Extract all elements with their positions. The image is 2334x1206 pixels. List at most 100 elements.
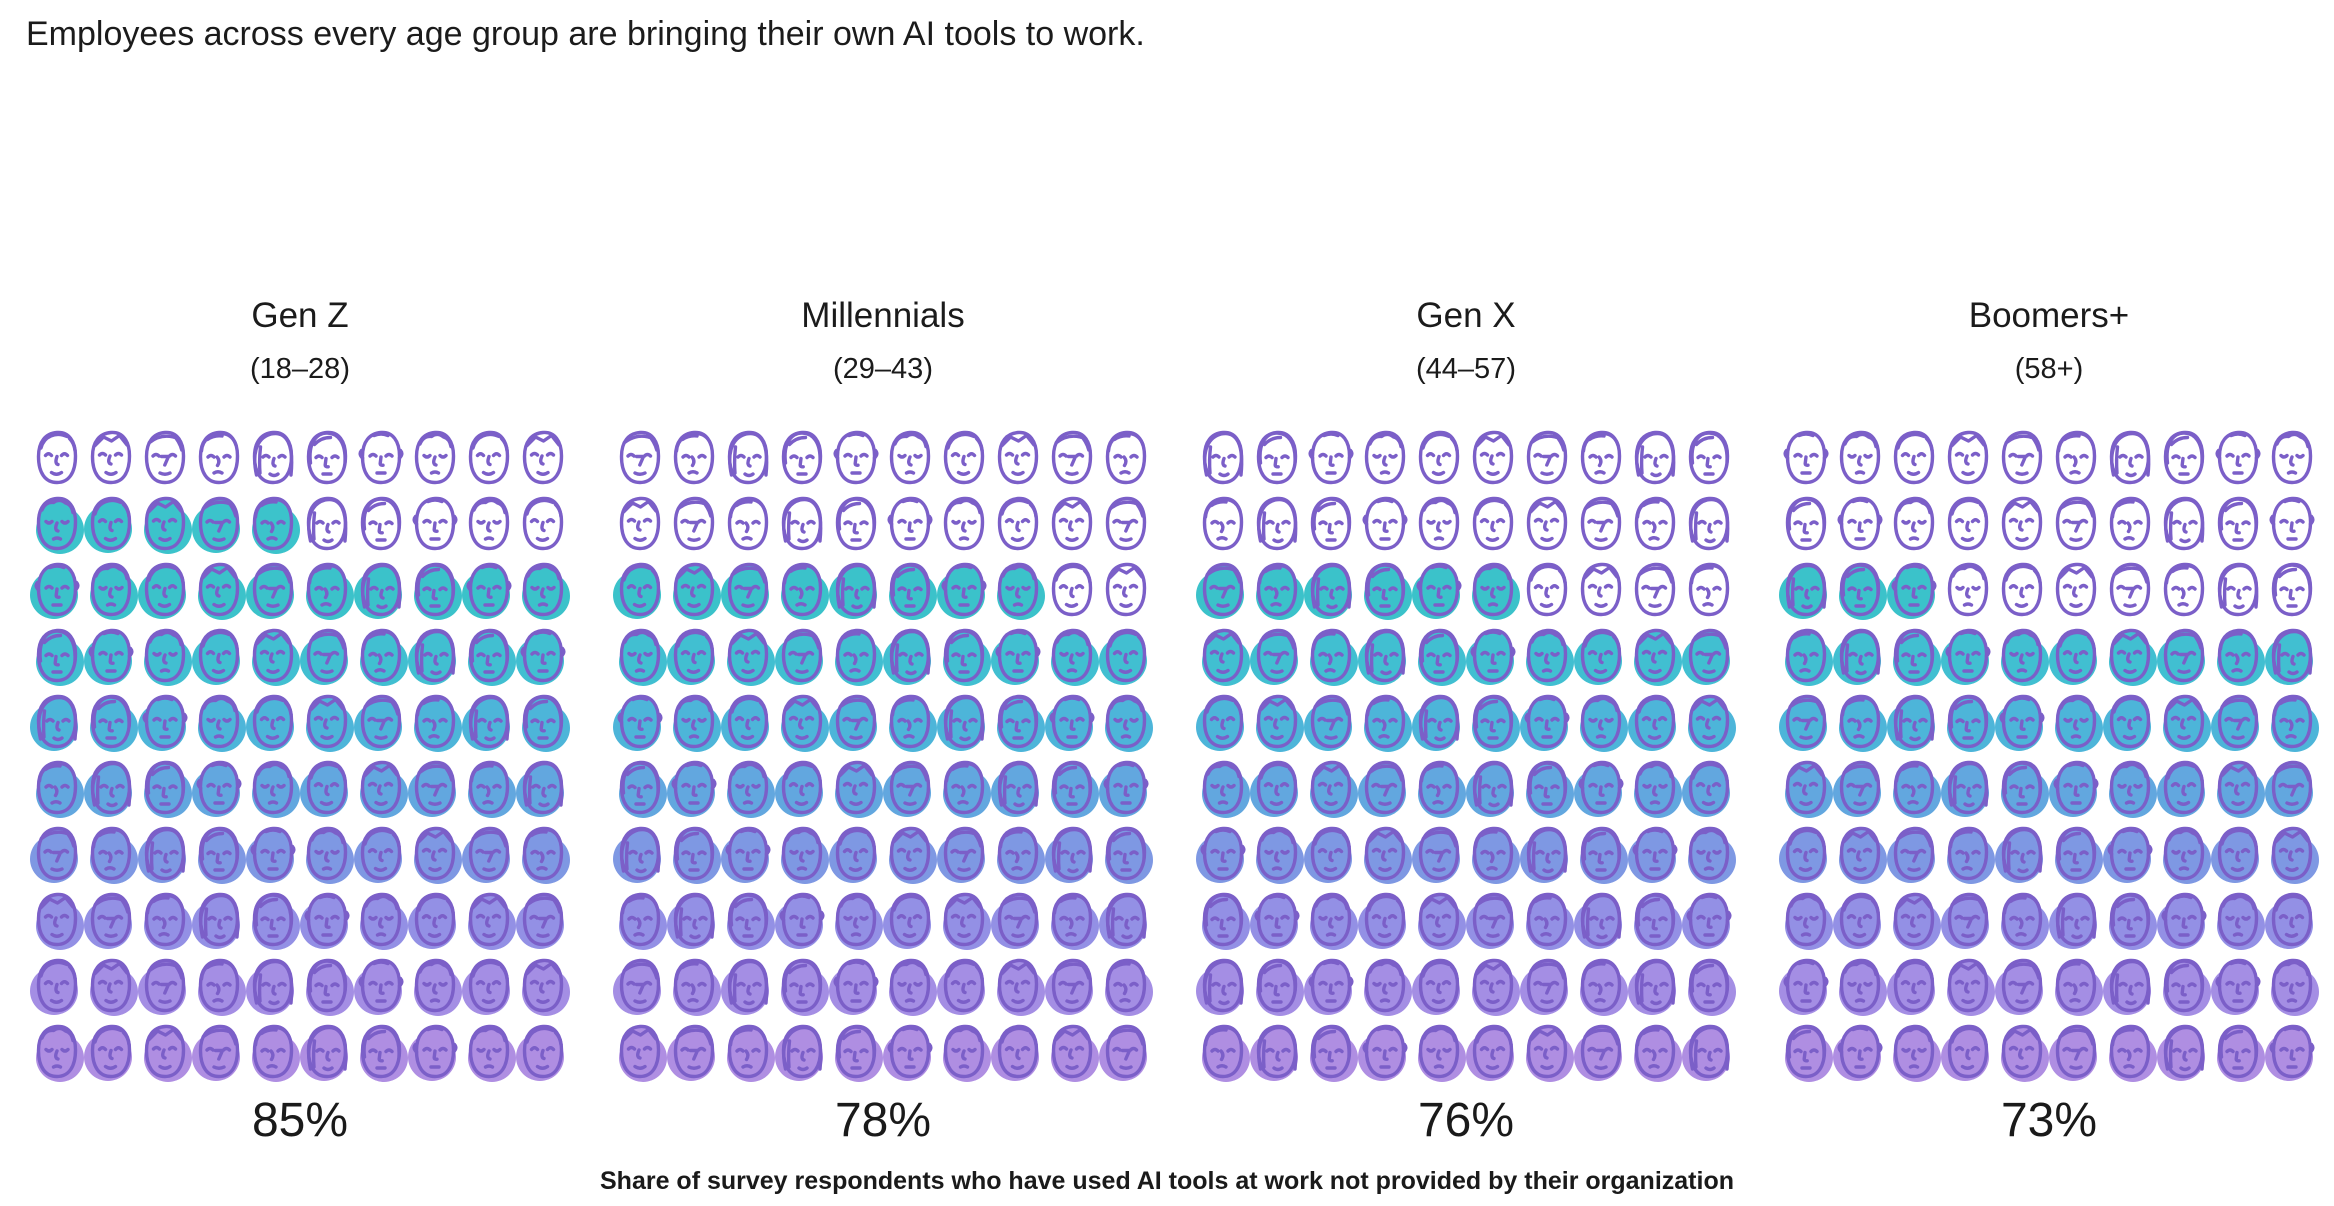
doodle-face-icon: [462, 687, 516, 753]
doodle-face-icon: [883, 423, 937, 489]
doodle-face-icon: [1045, 687, 1099, 753]
doodle-face-icon: [1574, 951, 1628, 1017]
doodle-face-icon: [1682, 687, 1736, 753]
doodle-face-icon: [2103, 753, 2157, 819]
group-column-gen-z: Gen Z (18–28) 85%: [30, 295, 570, 1148]
doodle-face-icon: [138, 621, 192, 687]
doodle-face-icon: [1995, 489, 2049, 555]
doodle-face-icon: [1520, 489, 1574, 555]
doodle-face-icon: [1045, 621, 1099, 687]
doodle-face-icon: [192, 1017, 246, 1083]
doodle-face-icon: [1682, 819, 1736, 885]
doodle-face-icon: [354, 687, 408, 753]
doodle-face-icon: [1358, 885, 1412, 951]
doodle-face-icon: [2157, 885, 2211, 951]
doodle-face-icon: [2211, 885, 2265, 951]
doodle-face-icon: [829, 687, 883, 753]
doodle-face-icon: [1682, 1017, 1736, 1083]
doodle-face-icon: [84, 621, 138, 687]
doodle-face-icon: [1833, 885, 1887, 951]
doodle-face-icon: [2103, 489, 2157, 555]
doodle-face-icon: [2157, 423, 2211, 489]
doodle-face-icon: [516, 687, 570, 753]
doodle-face-icon: [354, 621, 408, 687]
doodle-face-icon: [192, 687, 246, 753]
doodle-face-icon: [462, 423, 516, 489]
doodle-face-icon: [1941, 1017, 1995, 1083]
doodle-face-icon: [667, 621, 721, 687]
doodle-face-icon: [462, 1017, 516, 1083]
doodle-face-icon: [667, 885, 721, 951]
doodle-face-icon: [1833, 951, 1887, 1017]
doodle-face-icon: [1099, 423, 1153, 489]
doodle-face-icon: [408, 1017, 462, 1083]
doodle-face-icon: [1412, 1017, 1466, 1083]
doodle-face-icon: [2049, 885, 2103, 951]
doodle-face-icon: [354, 885, 408, 951]
doodle-face-icon: [775, 1017, 829, 1083]
doodle-face-icon: [775, 489, 829, 555]
doodle-face-icon: [2211, 687, 2265, 753]
doodle-face-icon: [2157, 489, 2211, 555]
doodle-face-icon: [1304, 753, 1358, 819]
doodle-face-icon: [138, 489, 192, 555]
group-title: Millennials: [801, 295, 965, 335]
doodle-face-icon: [1520, 1017, 1574, 1083]
doodle-face-icon: [192, 885, 246, 951]
group-age-range: (58+): [2014, 352, 2084, 385]
chart-caption: Share of survey respondents who have use…: [600, 1167, 1734, 1196]
pictograph-grid-gen-z: [30, 423, 570, 1083]
doodle-face-icon: [246, 753, 300, 819]
doodle-face-icon: [1779, 1017, 1833, 1083]
doodle-face-icon: [1682, 489, 1736, 555]
doodle-face-icon: [937, 885, 991, 951]
doodle-face-icon: [1995, 621, 2049, 687]
doodle-face-icon: [1412, 687, 1466, 753]
doodle-face-icon: [1304, 489, 1358, 555]
doodle-face-icon: [2049, 489, 2103, 555]
doodle-face-icon: [1887, 555, 1941, 621]
doodle-face-icon: [613, 687, 667, 753]
doodle-face-icon: [1304, 687, 1358, 753]
doodle-face-icon: [1887, 687, 1941, 753]
doodle-face-icon: [1628, 1017, 1682, 1083]
doodle-face-icon: [1941, 885, 1995, 951]
doodle-face-icon: [2211, 1017, 2265, 1083]
doodle-face-icon: [1412, 885, 1466, 951]
group-percentage: 78%: [834, 1094, 932, 1148]
doodle-face-icon: [138, 753, 192, 819]
doodle-face-icon: [84, 1017, 138, 1083]
doodle-face-icon: [84, 687, 138, 753]
doodle-face-icon: [408, 819, 462, 885]
doodle-face-icon: [1995, 951, 2049, 1017]
group-age-range: (44–57): [1416, 352, 1516, 385]
doodle-face-icon: [354, 753, 408, 819]
doodle-face-icon: [354, 951, 408, 1017]
doodle-face-icon: [937, 423, 991, 489]
doodle-face-icon: [829, 753, 883, 819]
doodle-face-icon: [1466, 885, 1520, 951]
doodle-face-icon: [462, 951, 516, 1017]
doodle-face-icon: [408, 555, 462, 621]
doodle-face-icon: [192, 753, 246, 819]
doodle-face-icon: [30, 423, 84, 489]
doodle-face-icon: [1196, 489, 1250, 555]
pictograph-grid-gen-x: [1196, 423, 1736, 1083]
doodle-face-icon: [300, 885, 354, 951]
doodle-face-icon: [991, 489, 1045, 555]
doodle-face-icon: [1779, 753, 1833, 819]
doodle-face-icon: [991, 819, 1045, 885]
group-column-boomers: Boomers+ (58+) 73%: [1779, 295, 2319, 1148]
doodle-face-icon: [84, 819, 138, 885]
doodle-face-icon: [829, 1017, 883, 1083]
doodle-face-icon: [883, 1017, 937, 1083]
doodle-face-icon: [2157, 687, 2211, 753]
doodle-face-icon: [2211, 423, 2265, 489]
doodle-face-icon: [667, 819, 721, 885]
doodle-face-icon: [1995, 555, 2049, 621]
doodle-face-icon: [246, 423, 300, 489]
doodle-face-icon: [1941, 687, 1995, 753]
doodle-face-icon: [991, 885, 1045, 951]
doodle-face-icon: [1196, 1017, 1250, 1083]
doodle-face-icon: [1196, 951, 1250, 1017]
